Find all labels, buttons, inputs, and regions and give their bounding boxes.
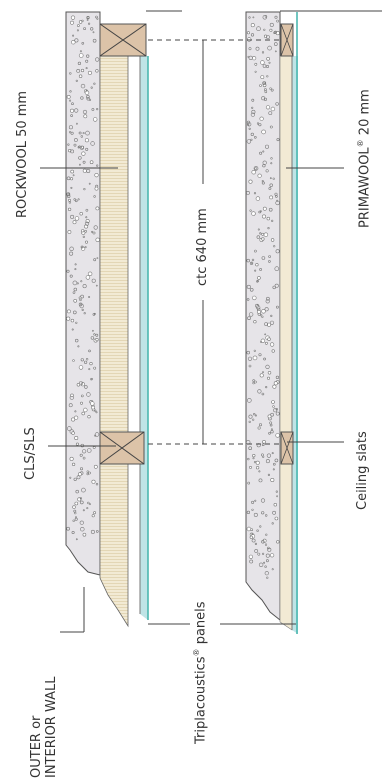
cls-sls-label: CLS/SLS <box>23 427 38 480</box>
rockwool-insulation <box>99 55 129 628</box>
wall-label: OUTER or INTERIOR WALL <box>29 676 59 779</box>
triplacoustics-label: Triplacoustics® panels <box>192 601 209 744</box>
rockwool-label: ROCKWOOL 50 mm <box>15 90 30 218</box>
left-concrete-wall <box>65 11 101 576</box>
ctc-label: ctc 640 mm <box>195 208 210 286</box>
left-concrete-aggregate <box>66 15 100 541</box>
ctc-dimension <box>148 39 281 445</box>
slat-top <box>280 23 294 57</box>
stud-top <box>99 23 147 57</box>
left-panel <box>140 56 148 620</box>
leader-lines <box>40 167 344 633</box>
primawool-insulation <box>279 55 293 631</box>
slat-ceiling <box>280 431 294 465</box>
stud-cls-sls <box>99 431 145 465</box>
primawool-label: PRIMAWOOL® 20 mm <box>356 89 373 228</box>
right-wall-assembly <box>245 11 298 634</box>
right-concrete-aggregate <box>246 15 280 579</box>
left-wall-assembly <box>65 11 149 628</box>
ceiling-slats-label: Ceiling slats <box>355 431 370 510</box>
